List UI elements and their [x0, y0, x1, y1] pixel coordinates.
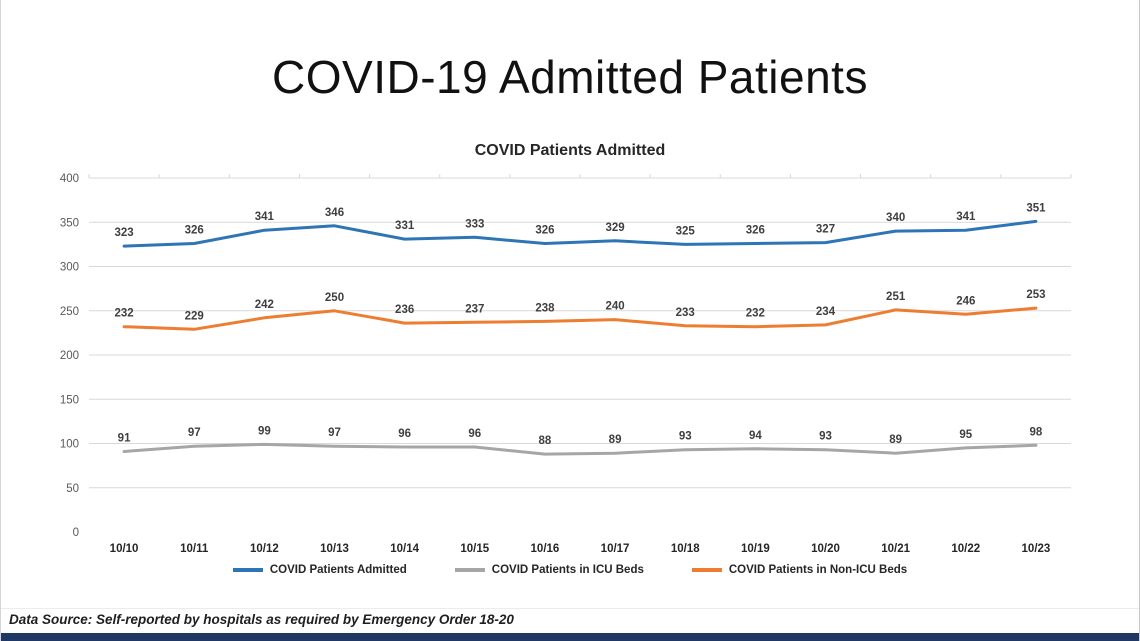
data-label: 351	[1026, 202, 1046, 214]
x-axis-tick-label: 10/19	[741, 543, 770, 555]
data-label: 93	[819, 431, 832, 443]
data-label: 236	[395, 304, 414, 316]
data-label: 240	[605, 301, 624, 313]
data-label: 326	[185, 224, 204, 236]
x-axis-tick-label: 10/12	[250, 543, 279, 555]
x-axis-tick-label: 10/10	[110, 543, 139, 555]
legend-item-covid-patients-in-icu-beds: COVID Patients in ICU Beds	[454, 564, 644, 576]
data-label: 234	[816, 306, 836, 318]
data-label: 89	[889, 434, 902, 446]
data-label: 242	[255, 299, 274, 311]
y-axis-tick-label: 300	[60, 262, 79, 274]
y-axis-tick-label: 0	[73, 527, 79, 539]
x-axis-tick-label: 10/22	[951, 543, 980, 555]
x-axis-tick-label: 10/15	[460, 543, 489, 555]
chart-canvas: 0 50 100 150 200 250 300 350 400 10/10 10/11 10/12 1…	[60, 173, 1072, 555]
data-label: 89	[609, 434, 622, 446]
series-line-covid-patients-in-icu-beds	[122, 442, 1038, 456]
data-label: 326	[746, 224, 765, 236]
data-label: 251	[886, 291, 906, 303]
legend-swatch	[691, 568, 722, 572]
data-label: 341	[956, 211, 976, 223]
data-label: 237	[465, 303, 484, 315]
data-label: 341	[255, 211, 275, 223]
legend-swatch	[454, 568, 485, 572]
footer: Data Source: Self-reported by hospitals …	[1, 608, 1139, 633]
data-label: 98	[1030, 426, 1043, 438]
y-axis-tick-label: 100	[60, 439, 79, 451]
data-label: 91	[118, 432, 131, 444]
y-axis-tick-label: 200	[60, 350, 79, 362]
data-label: 326	[535, 224, 554, 236]
data-label: 96	[468, 428, 481, 440]
data-label: 99	[258, 425, 271, 437]
data-source-note: Data Source: Self-reported by hospitals …	[9, 612, 514, 627]
y-axis-tick-label: 150	[60, 394, 79, 406]
data-label: 232	[114, 308, 133, 320]
chart-title: COVID Patients Admitted	[474, 142, 666, 159]
data-label: 340	[886, 212, 905, 224]
data-label: 94	[749, 430, 762, 442]
data-label: 346	[325, 207, 344, 219]
data-label: 238	[535, 302, 555, 314]
y-axis-tick-label: 250	[60, 306, 79, 318]
data-label: 250	[325, 292, 344, 304]
data-label: 88	[539, 435, 552, 447]
x-axis-tick-label: 10/20	[811, 543, 840, 555]
y-axis-tick-label: 400	[60, 173, 79, 185]
x-axis-tick-label: 10/11	[180, 543, 209, 555]
legend-swatch	[232, 568, 263, 572]
legend-item-covid-patients-admitted: COVID Patients Admitted	[232, 564, 407, 576]
data-label: 331	[395, 220, 415, 232]
legend-label: COVID Patients Admitted	[269, 564, 407, 576]
bottom-accent-bar	[1, 633, 1139, 641]
data-label: 333	[465, 218, 484, 230]
data-label: 329	[605, 222, 624, 234]
data-label: 97	[328, 427, 341, 439]
data-label: 96	[398, 428, 411, 440]
legend-item-covid-patients-in-non-icu-beds: COVID Patients in Non-ICU Beds	[691, 564, 908, 576]
data-label: 246	[956, 295, 975, 307]
x-axis-tick-label: 10/23	[1022, 543, 1051, 555]
y-axis-tick-label: 350	[60, 217, 79, 229]
data-label: 233	[676, 307, 695, 319]
data-label: 93	[679, 431, 692, 443]
data-label: 323	[114, 227, 133, 239]
x-axis-tick-label: 10/17	[601, 543, 630, 555]
x-axis-tick-label: 10/13	[320, 543, 349, 555]
x-axis-tick-label: 10/16	[531, 543, 560, 555]
x-axis-tick-label: 10/21	[881, 543, 910, 555]
data-label: 253	[1026, 289, 1045, 301]
data-label: 327	[816, 224, 835, 236]
chart-legend: COVID Patients Admitted COVID Patients in…	[1, 564, 1139, 576]
page-title: COVID-19 Admitted Patients	[272, 51, 868, 103]
series-line-covid-patients-in-non-icu-beds	[122, 306, 1038, 331]
data-label: 325	[676, 225, 696, 237]
x-axis-tick-label: 10/18	[671, 543, 700, 555]
data-label: 229	[185, 310, 204, 322]
data-label: 95	[959, 429, 972, 441]
legend-label: COVID Patients in Non-ICU Beds	[728, 564, 908, 576]
data-label: 97	[188, 427, 201, 439]
y-axis-tick-label: 50	[66, 483, 79, 495]
x-axis-tick-label: 10/14	[390, 543, 419, 555]
series-line-covid-patients-admitted	[122, 219, 1038, 248]
legend-label: COVID Patients in ICU Beds	[491, 564, 644, 576]
data-label: 232	[746, 308, 765, 320]
